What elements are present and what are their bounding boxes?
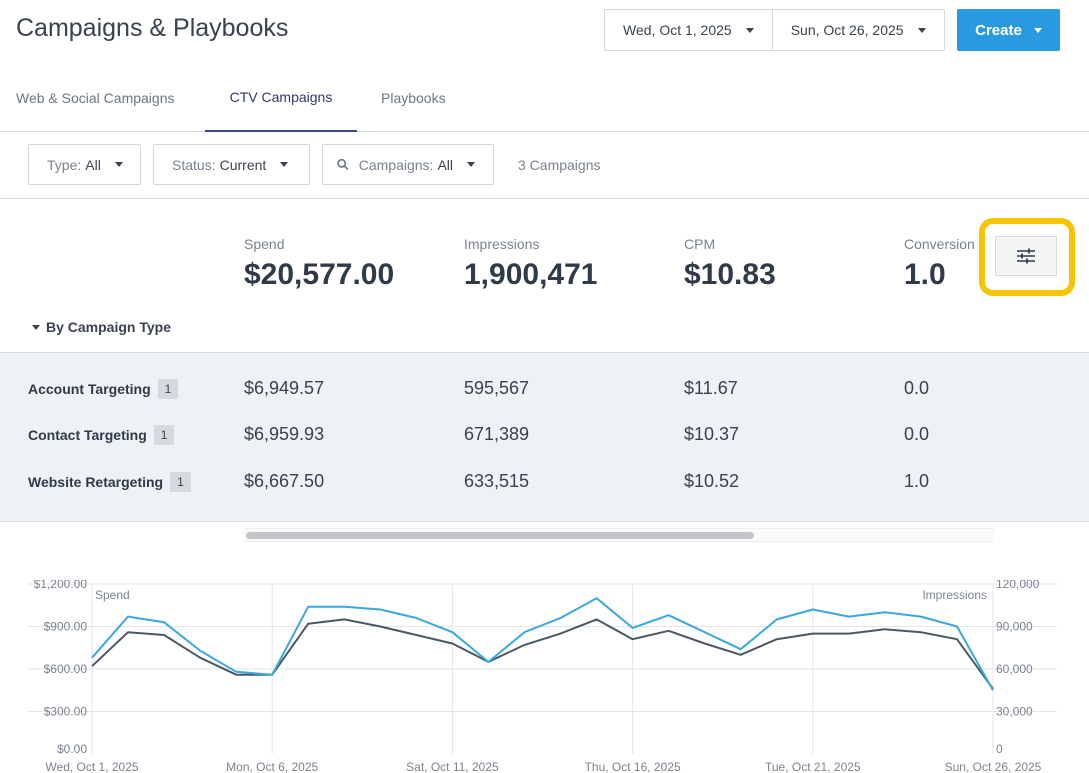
right-tick-label: 60,000 xyxy=(996,662,1033,676)
create-button[interactable]: Create xyxy=(957,9,1060,51)
table-row[interactable]: Account Targeting 1 $6,949.57 595,567 $1… xyxy=(0,373,1089,403)
row-conversions: 1.0 xyxy=(904,471,930,491)
caret-down-icon xyxy=(745,27,754,33)
metric-label: CPM xyxy=(684,236,716,252)
count-badge: 1 xyxy=(170,472,191,492)
row-impressions: 595,567 xyxy=(464,378,530,398)
x-tick-label: Tue, Oct 21, 2025 xyxy=(765,760,861,773)
by-campaign-type-toggle[interactable]: By Campaign Type xyxy=(32,319,171,335)
x-tick-label: Thu, Oct 16, 2025 xyxy=(585,760,681,773)
metric-value: 1,900,471 xyxy=(464,258,598,291)
table-row[interactable]: Contact Targeting 1 $6,959.93 671,389 $1… xyxy=(0,419,1089,449)
left-tick-label: $1,200.00 xyxy=(34,580,88,591)
row-cpm: $11.67 xyxy=(684,378,738,398)
metric-conversion: Conversion 1.0 xyxy=(904,236,975,292)
row-label: Contact Targeting xyxy=(28,427,147,443)
spend-impressions-chart: $1,200.00 120,000 $900.00 90,000 $600.00 60,0… xyxy=(28,580,1057,773)
tab-ctv-campaigns[interactable]: CTV Campaigns xyxy=(205,64,357,132)
status-filter-value: Current xyxy=(219,156,267,173)
table-row[interactable]: Website Retargeting 1 $6,667.50 633,515 … xyxy=(0,466,1089,496)
tab-bar: Web & Social Campaigns CTV Campaigns Pla… xyxy=(0,64,1089,132)
row-spend: $6,949.57 xyxy=(244,378,325,398)
row-conversions: 0.0 xyxy=(904,378,930,398)
row-cpm: $10.52 xyxy=(684,471,740,491)
row-name: Account Targeting 1 xyxy=(28,379,179,399)
caret-down-icon xyxy=(917,27,926,33)
tab-web-social-campaigns[interactable]: Web & Social Campaigns xyxy=(16,64,181,132)
start-date-label: Wed, Oct 1, 2025 xyxy=(623,22,732,38)
metric-label: Impressions xyxy=(464,236,540,252)
start-date-dropdown[interactable]: Wed, Oct 1, 2025 xyxy=(605,10,772,50)
date-range-picker: Wed, Oct 1, 2025 Sun, Oct 26, 2025 xyxy=(604,9,945,51)
column-settings-button[interactable] xyxy=(995,236,1057,276)
row-spend: $6,959.93 xyxy=(244,424,325,444)
row-label: Website Retargeting xyxy=(28,474,164,490)
spend-series-line xyxy=(91,597,994,691)
metric-label: Conversion xyxy=(904,236,975,252)
row-label: Account Targeting xyxy=(28,381,151,397)
metric-value: $10.83 xyxy=(684,258,776,291)
type-filter-label: Type: xyxy=(47,156,82,173)
x-tick-label: Wed, Oct 1, 2025 xyxy=(45,760,138,773)
sliders-icon xyxy=(1017,248,1035,264)
row-name: Contact Targeting 1 xyxy=(28,425,175,445)
end-date-dropdown[interactable]: Sun, Oct 26, 2025 xyxy=(771,10,944,50)
scrollbar-thumb[interactable] xyxy=(246,532,754,539)
right-tick-label: 30,000 xyxy=(996,705,1033,719)
left-tick-label: $0.00 xyxy=(57,742,87,756)
right-tick-label: 90,000 xyxy=(996,620,1033,634)
left-tick-label: $600.00 xyxy=(44,662,88,676)
right-tick-label: 0 xyxy=(996,742,1003,756)
filter-bar: Type: All Status: Current Campaigns: All… xyxy=(0,132,1089,199)
status-filter-dropdown[interactable]: Status: Current xyxy=(153,144,310,185)
metric-impressions: Impressions 1,900,471 xyxy=(464,236,597,292)
row-spend: $6,667.50 xyxy=(244,471,325,491)
tab-playbooks[interactable]: Playbooks xyxy=(381,64,451,132)
tab-label: CTV Campaigns xyxy=(229,89,333,105)
caret-down-icon xyxy=(1033,27,1042,33)
campaigns-filter-dropdown[interactable]: Campaigns: All xyxy=(322,144,494,185)
left-axis-label: Spend xyxy=(95,588,130,602)
metric-value: $20,577.00 xyxy=(244,258,395,291)
horizontal-scrollbar[interactable] xyxy=(244,528,995,542)
count-badge: 1 xyxy=(153,425,175,445)
tab-label: Web & Social Campaigns xyxy=(16,90,175,106)
end-date-label: Sun, Oct 26, 2025 xyxy=(790,22,904,38)
x-tick-label: Sat, Oct 11, 2025 xyxy=(406,760,499,773)
search-icon xyxy=(337,158,349,171)
row-impressions: 633,515 xyxy=(464,471,530,491)
tab-label: Playbooks xyxy=(381,90,446,106)
page-title: Campaigns & Playbooks xyxy=(16,14,289,42)
left-tick-label: $900.00 xyxy=(44,620,88,634)
metric-cpm: CPM $10.83 xyxy=(684,236,776,292)
by-campaign-type-label: By Campaign Type xyxy=(46,319,171,335)
row-name: Website Retargeting 1 xyxy=(28,472,191,492)
metric-value: 1.0 xyxy=(904,258,946,291)
campaigns-filter-label: Campaigns: xyxy=(358,156,434,173)
right-axis-label: Impressions xyxy=(922,588,987,602)
caret-down-icon xyxy=(280,162,289,167)
row-cpm: $10.37 xyxy=(684,424,740,444)
metric-spend: Spend $20,577.00 xyxy=(244,236,394,292)
caret-down-icon xyxy=(467,162,475,167)
impressions-series-line xyxy=(91,618,994,690)
caret-down-icon xyxy=(32,324,40,330)
caret-down-icon xyxy=(114,162,123,167)
right-tick-label: 120,000 xyxy=(996,580,1040,591)
type-filter-value: All xyxy=(85,156,101,173)
x-tick-label: Mon, Oct 6, 2025 xyxy=(226,760,318,773)
row-conversions: 0.0 xyxy=(904,424,930,444)
campaign-type-breakdown: Account Targeting 1 $6,949.57 595,567 $1… xyxy=(0,352,1089,522)
status-filter-label: Status: xyxy=(172,156,216,173)
campaign-count: 3 Campaigns xyxy=(518,157,601,173)
left-tick-label: $300.00 xyxy=(44,705,88,719)
row-impressions: 671,389 xyxy=(464,424,530,444)
metric-label: Spend xyxy=(244,236,285,252)
count-badge: 1 xyxy=(157,379,179,399)
type-filter-dropdown[interactable]: Type: All xyxy=(28,144,141,185)
campaigns-filter-value: All xyxy=(437,156,453,173)
create-button-label: Create xyxy=(975,21,1022,39)
x-tick-label: Sun, Oct 26, 2025 xyxy=(945,760,1042,773)
